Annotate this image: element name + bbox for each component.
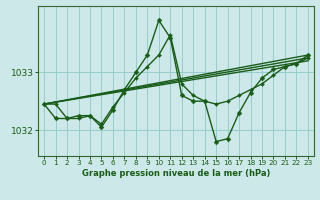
X-axis label: Graphe pression niveau de la mer (hPa): Graphe pression niveau de la mer (hPa) — [82, 169, 270, 178]
